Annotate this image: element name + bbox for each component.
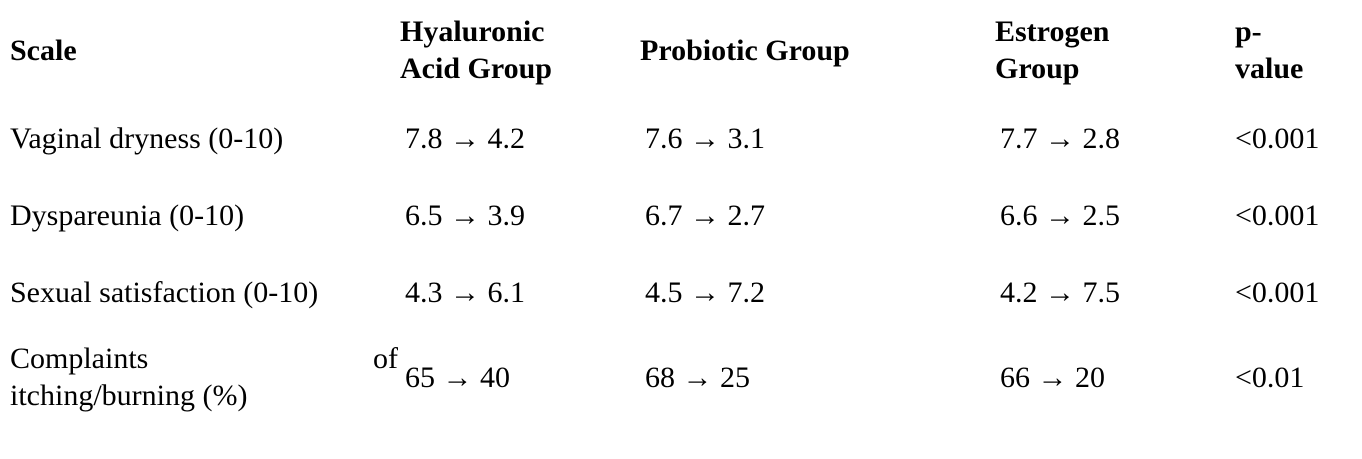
header-p-value: p- value [1235, 0, 1362, 100]
cell-p-value: <0.001 [1235, 276, 1320, 309]
cell-scale: Vaginal dryness (0-10) [10, 122, 284, 155]
header-pvalue-line-2: value [1235, 52, 1304, 85]
cell-estrogen: 7.7 → 2.8 [1000, 122, 1120, 155]
cell-probiotic: 68 → 25 [645, 360, 750, 394]
cell-estrogen: 6.6 → 2.5 [1000, 199, 1120, 232]
cell-hyaluronic: 7.8 → 4.2 [405, 122, 525, 155]
cell-scale-line-2: itching/burning (%) [10, 379, 248, 412]
cell-estrogen: 4.2 → 7.5 [1000, 276, 1120, 309]
cell-scale: Dyspareunia (0-10) [10, 199, 245, 232]
table-header: Scale Hyaluronic Acid Group Probiotic Gr… [0, 0, 1362, 100]
cell-estrogen: 66 → 20 [1000, 360, 1105, 394]
header-pvalue-line-1: p- [1235, 15, 1262, 48]
cell-p-value: <0.001 [1235, 199, 1320, 232]
header-hyaluronic-acid-group: Hyaluronic Acid Group [400, 0, 640, 100]
table-row: Complaints of itching/burning (%) 65 → 4… [0, 331, 1362, 423]
table-row: Dyspareunia (0-10) 6.5 → 3.9 6.7 → 2.7 6… [0, 177, 1362, 254]
cell-scale-word-of: of [373, 342, 398, 375]
cell-scale: Sexual satisfaction (0-10) [10, 276, 319, 309]
cell-probiotic: 6.7 → 2.7 [645, 199, 765, 232]
cell-p-value: <0.001 [1235, 122, 1320, 155]
header-hyaluronic-line-2: Acid Group [400, 52, 552, 85]
results-table: Scale Hyaluronic Acid Group Probiotic Gr… [0, 0, 1362, 423]
cell-hyaluronic: 6.5 → 3.9 [405, 199, 525, 232]
header-estrogen-line-1: Estrogen [995, 15, 1110, 48]
cell-p-value: <0.01 [1235, 360, 1305, 394]
header-scale: Scale [10, 33, 77, 67]
cell-probiotic: 4.5 → 7.2 [645, 276, 765, 309]
table-row: Sexual satisfaction (0-10) 4.3 → 6.1 4.5… [0, 254, 1362, 331]
cell-scale-line-1: Complaints of [10, 340, 398, 377]
cell-probiotic: 7.6 → 3.1 [645, 122, 765, 155]
header-estrogen-line-2: Group [995, 52, 1080, 85]
header-row: Scale Hyaluronic Acid Group Probiotic Gr… [0, 0, 1362, 100]
table-row: Vaginal dryness (0-10) 7.8 → 4.2 7.6 → 3… [0, 100, 1362, 177]
header-hyaluronic-line-1: Hyaluronic [400, 15, 545, 48]
cell-hyaluronic: 65 → 40 [405, 360, 510, 394]
cell-scale: Complaints of itching/burning (%) [0, 331, 400, 423]
table-body: Vaginal dryness (0-10) 7.8 → 4.2 7.6 → 3… [0, 100, 1362, 423]
cell-hyaluronic: 4.3 → 6.1 [405, 276, 525, 309]
cell-scale-word-complaints: Complaints [10, 342, 149, 375]
header-probiotic-group: Probiotic Group [640, 33, 850, 67]
header-estrogen-group: Estrogen Group [995, 0, 1235, 100]
